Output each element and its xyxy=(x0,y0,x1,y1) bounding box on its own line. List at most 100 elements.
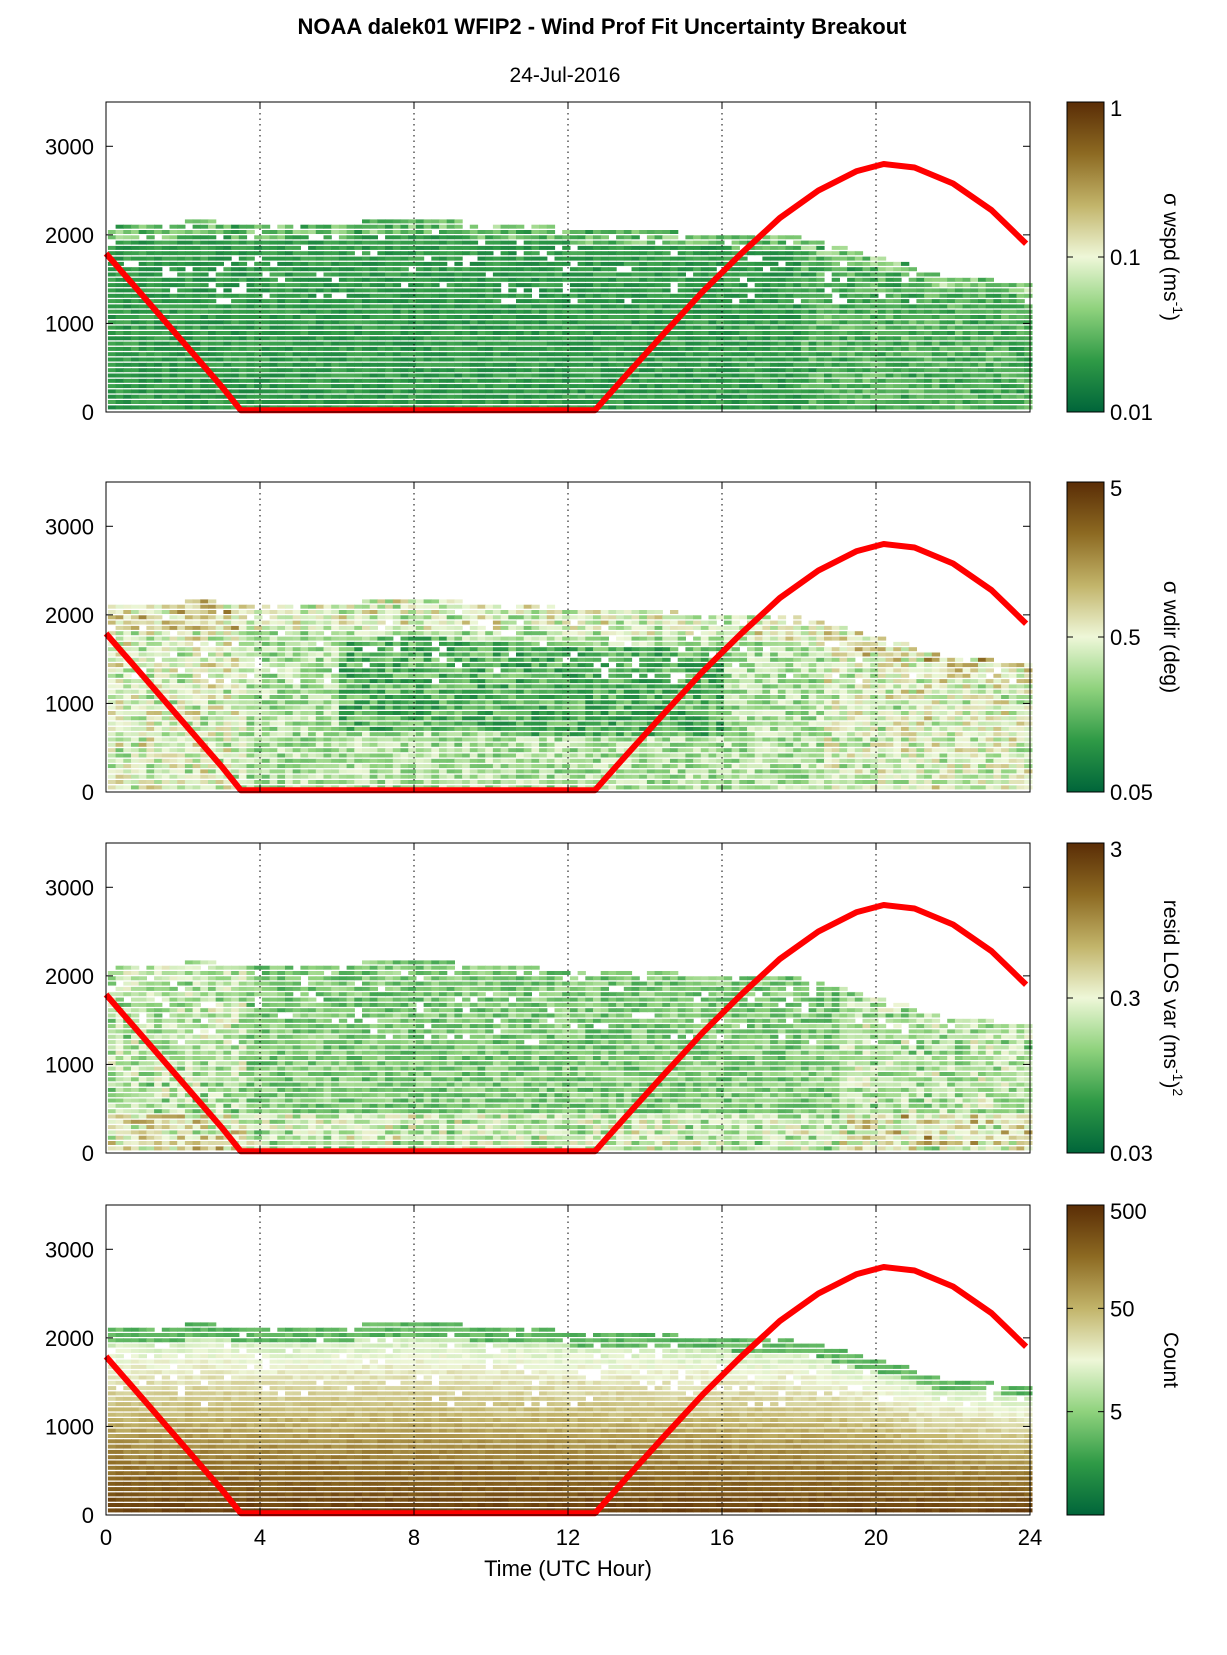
heatmap-cell xyxy=(331,395,339,399)
heatmap-cell xyxy=(547,251,555,255)
heatmap-cell xyxy=(978,283,986,287)
heatmap-cell xyxy=(778,288,786,292)
heatmap-cell xyxy=(832,395,840,399)
heatmap-cell xyxy=(347,310,355,314)
heatmap-cell xyxy=(254,235,262,239)
heatmap-cell xyxy=(185,785,193,789)
heatmap-cell xyxy=(616,241,624,245)
heatmap-cell xyxy=(462,310,470,314)
heatmap-cell xyxy=(909,288,917,292)
heatmap-cell xyxy=(200,219,208,223)
heatmap-cell xyxy=(431,374,439,378)
heatmap-cell xyxy=(886,320,894,324)
heatmap-cell xyxy=(940,395,948,399)
heatmap-cell xyxy=(308,748,316,752)
heatmap-cell xyxy=(940,389,948,393)
heatmap-cell xyxy=(208,621,216,625)
heatmap-cell xyxy=(216,653,224,657)
heatmap-cell xyxy=(593,389,601,393)
heatmap-cell xyxy=(316,326,324,330)
heatmap-cell xyxy=(239,257,247,261)
heatmap-cell xyxy=(809,352,817,356)
heatmap-cell xyxy=(940,336,948,340)
heatmap-cell xyxy=(262,384,270,388)
heatmap-cell xyxy=(324,653,332,657)
heatmap-cell xyxy=(300,283,308,287)
heatmap-cell xyxy=(254,743,262,747)
heatmap-cell xyxy=(231,347,239,351)
heatmap-cell xyxy=(347,668,355,672)
heatmap-cell xyxy=(963,342,971,346)
heatmap-cell xyxy=(154,352,162,356)
heatmap-cell xyxy=(177,637,185,641)
heatmap-cell xyxy=(277,352,285,356)
heatmap-cell xyxy=(208,320,216,324)
heatmap-cell xyxy=(716,395,724,399)
heatmap-cell xyxy=(863,379,871,383)
heatmap-cell xyxy=(293,722,301,726)
heatmap-cell xyxy=(778,342,786,346)
heatmap-cell xyxy=(1009,299,1017,303)
heatmap-cell xyxy=(863,336,871,340)
heatmap-cell xyxy=(231,674,239,678)
heatmap-cell xyxy=(439,389,447,393)
heatmap-cell xyxy=(116,759,124,763)
heatmap-cell xyxy=(893,336,901,340)
heatmap-cell xyxy=(424,331,432,335)
heatmap-cell xyxy=(724,320,732,324)
heatmap-cell xyxy=(870,257,878,261)
heatmap-cell xyxy=(108,674,116,678)
heatmap-cell xyxy=(308,637,316,641)
heatmap-cell xyxy=(647,389,655,393)
heatmap-cell xyxy=(855,379,863,383)
heatmap-cell xyxy=(223,711,231,715)
heatmap-cell xyxy=(524,267,532,271)
heatmap-cell xyxy=(909,342,917,346)
heatmap-cell xyxy=(308,653,316,657)
heatmap-cell xyxy=(624,251,632,255)
heatmap-cell xyxy=(886,358,894,362)
heatmap-cell xyxy=(408,241,416,245)
heatmap-cell xyxy=(354,642,362,646)
heatmap-cell xyxy=(223,246,231,250)
heatmap-cell xyxy=(185,363,193,367)
heatmap-cell xyxy=(493,331,501,335)
heatmap-cell xyxy=(170,384,178,388)
heatmap-cell xyxy=(354,605,362,609)
heatmap-cell xyxy=(293,358,301,362)
heatmap-cell xyxy=(347,631,355,635)
heatmap-cell xyxy=(339,288,347,292)
heatmap-cell xyxy=(347,230,355,234)
heatmap-cell xyxy=(501,331,509,335)
heatmap-cell xyxy=(839,294,847,298)
heatmap-cell xyxy=(916,400,924,404)
heatmap-cell xyxy=(193,684,201,688)
heatmap-cell xyxy=(454,384,462,388)
heatmap-cell xyxy=(855,304,863,308)
heatmap-cell xyxy=(154,642,162,646)
heatmap-cell xyxy=(847,405,855,409)
heatmap-cell xyxy=(886,352,894,356)
heatmap-cell xyxy=(940,331,948,335)
heatmap-cell xyxy=(139,764,147,768)
heatmap-cell xyxy=(339,336,347,340)
heatmap-cell xyxy=(816,379,824,383)
heatmap-cell xyxy=(916,304,924,308)
heatmap-cell xyxy=(139,610,147,614)
heatmap-cell xyxy=(324,352,332,356)
heatmap-cell xyxy=(839,352,847,356)
heatmap-cell xyxy=(270,615,278,619)
heatmap-cell xyxy=(685,262,693,266)
heatmap-cell xyxy=(747,342,755,346)
heatmap-cell xyxy=(354,267,362,271)
heatmap-cell xyxy=(870,304,878,308)
heatmap-cell xyxy=(339,342,347,346)
heatmap-cell xyxy=(162,759,170,763)
figure: NOAA dalek01 WFIP2 - Wind Prof Fit Uncer… xyxy=(0,0,1227,1655)
heatmap-cell xyxy=(308,743,316,747)
heatmap-cell xyxy=(508,363,516,367)
heatmap-cell xyxy=(701,358,709,362)
heatmap-cell xyxy=(331,722,339,726)
heatmap-cell xyxy=(262,764,270,768)
heatmap-cell xyxy=(185,748,193,752)
